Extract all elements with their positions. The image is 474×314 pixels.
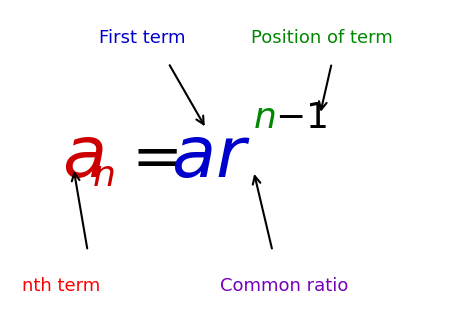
Text: $\mathit{n}$: $\mathit{n}$ — [92, 160, 115, 193]
Text: $\mathit{n}$: $\mathit{n}$ — [253, 101, 276, 135]
Text: $-1$: $-1$ — [275, 101, 327, 135]
Text: $=$: $=$ — [120, 127, 179, 187]
Text: $\mathit{ar}$: $\mathit{ar}$ — [171, 122, 251, 192]
Text: Position of term: Position of term — [251, 29, 393, 47]
Text: First term: First term — [99, 29, 185, 47]
Text: nth term: nth term — [22, 277, 101, 295]
Text: $\mathit{a}$: $\mathit{a}$ — [62, 122, 104, 192]
Text: Common ratio: Common ratio — [220, 277, 348, 295]
